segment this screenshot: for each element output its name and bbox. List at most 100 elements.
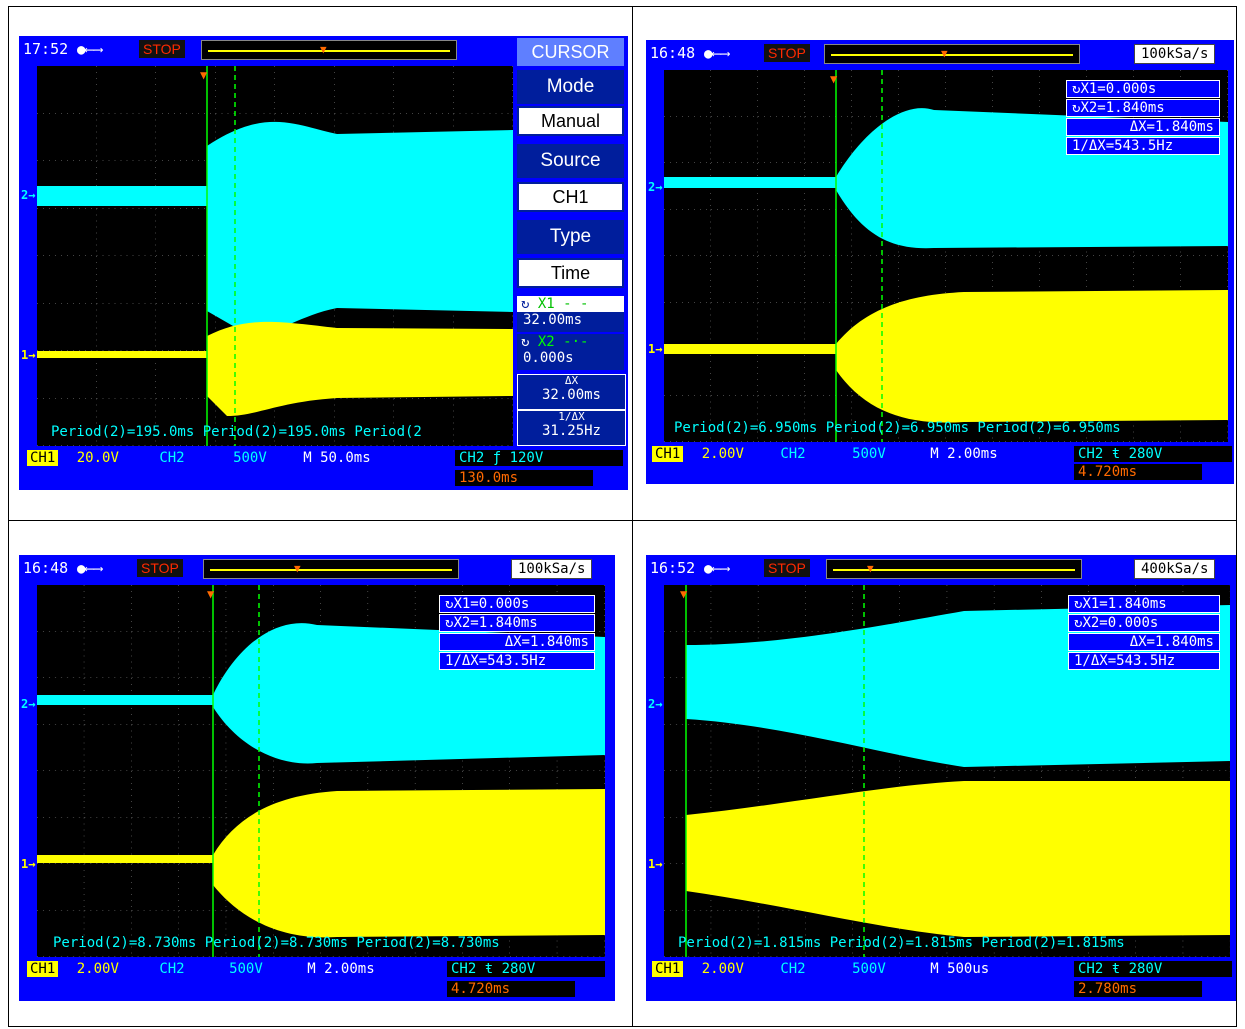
ch1-scale: 2.00V <box>76 961 119 977</box>
cursor-readout-x2: ↻X2=1.840ms <box>439 614 595 632</box>
cursor-loop-icon: ↻ <box>1074 615 1083 631</box>
source-select[interactable]: CH1 <box>517 182 624 212</box>
trigger-marker-icon: ▼ <box>867 562 874 575</box>
trigger-position-bar: ▼ <box>826 559 1082 579</box>
trigger-marker-icon: ▼ <box>294 562 301 575</box>
waveform-display: ▼ Period(2)=195.0ms Period(2)=195.0ms Pe… <box>37 66 513 446</box>
clock-time: 16:48 <box>650 44 696 62</box>
ch2-label: CH2 <box>780 446 806 462</box>
channel-marker-icon: 1→ <box>21 857 36 871</box>
cursor-loop-icon: ↻ <box>521 334 538 350</box>
cursor-x1-control[interactable]: ↻ X1 - - 32.00ms <box>517 296 624 332</box>
cursor-readout-dx: ΔX=1.840ms <box>1066 118 1220 136</box>
delta-x-readout: ΔX 32.00ms <box>517 374 626 410</box>
oscilloscope-screenshot-1: 17:52 ●⟵⟶ STOP ▼ ▼ Period(2)=195.0ms Per… <box>19 36 628 490</box>
cursor-readout-inverse: 1/ΔX=543.5Hz <box>1068 652 1220 670</box>
trigger-position-marker: ▼ <box>830 72 838 86</box>
ch1-trace <box>686 781 1230 937</box>
timebase: M 500us <box>930 961 990 977</box>
cursor-loop-icon: ↻ <box>445 596 454 612</box>
cursor-menu: CURSOR Mode Manual Source CH1 Type Time … <box>515 36 628 446</box>
oscilloscope-screenshot-2: 16:48 ●⟵⟶ STOP ▼ 100kSa/s ▼ Period(2)=6.… <box>646 40 1234 484</box>
channel-marker-icon: 1→ <box>648 857 663 871</box>
trigger-offset: 4.720ms <box>1074 464 1202 480</box>
ch1-label: CH1 <box>652 446 684 462</box>
trigger-position-marker: ▼ <box>200 68 208 82</box>
channel-marker-icon: 2→ <box>21 697 36 711</box>
trigger-position-bar: ▼ <box>203 559 459 579</box>
ch2-scale: 500V <box>233 450 267 466</box>
ch1-label: CH1 <box>652 961 684 977</box>
sample-rate: 100kSa/s <box>1134 44 1216 64</box>
cursor-readout-x2: ↻X2=0.000s <box>1068 614 1220 632</box>
trigger-position-bar: ▼ <box>201 40 457 60</box>
run-status: STOP <box>764 44 810 62</box>
type-label: Type <box>517 220 624 254</box>
cursor-x2-control[interactable]: ↻ X2 -·- 0.000s <box>517 334 624 370</box>
ch2-label: CH2 <box>159 450 185 466</box>
cursor-readout-x2: ↻X2=1.840ms <box>1066 99 1220 117</box>
ch1-scale: 20.0V <box>76 450 119 466</box>
timebase: M 2.00ms <box>930 446 998 462</box>
type-select[interactable]: Time <box>517 258 624 288</box>
cursor-x2-value: 0.000s <box>523 350 574 366</box>
run-status: STOP <box>764 559 810 577</box>
source-label: Source <box>517 144 624 178</box>
channel-marker-icon: 2→ <box>21 188 36 202</box>
table-border <box>8 6 1237 1027</box>
table-divider-vertical <box>632 6 633 1027</box>
trigger-setting: CH2 ŧ 280V <box>1074 446 1232 462</box>
cursor-loop-icon: ↻ <box>1072 100 1081 116</box>
timebase: M 50.0ms <box>303 450 371 466</box>
timebase: M 2.00ms <box>307 961 375 977</box>
delta-x-value: 32.00ms <box>541 387 601 403</box>
ch2-trace <box>37 121 513 335</box>
inverse-delta-x-value: 31.25Hz <box>541 423 601 439</box>
usb-icon: ●⟵⟶ <box>77 561 103 577</box>
trigger-position-marker: ▼ <box>680 587 688 601</box>
trigger-offset: 2.780ms <box>1074 981 1202 997</box>
cursor-x1-label: X1 - - <box>537 296 589 312</box>
usb-icon: ●⟵⟶ <box>704 561 730 577</box>
cursor-readout-x1: ↻X1=1.840ms <box>1068 595 1220 613</box>
trigger-marker-icon: ▼ <box>320 43 327 56</box>
usb-icon: ●⟵⟶ <box>77 42 103 58</box>
status-bar: CH1 20.0V CH2 500V M 50.0ms <box>27 450 371 466</box>
usb-icon: ●⟵⟶ <box>704 46 730 62</box>
waveform-graph <box>37 66 513 446</box>
ch1-label: CH1 <box>27 961 59 977</box>
cursor-loop-icon: ↻ <box>1074 596 1083 612</box>
trigger-position-bar: ▼ <box>824 44 1080 64</box>
channel-marker-icon: 2→ <box>648 180 663 194</box>
cursor-readout-dx: ΔX=1.840ms <box>1068 633 1220 651</box>
clock-time: 17:52 <box>23 40 69 58</box>
channel-marker-icon: 2→ <box>648 697 663 711</box>
mode-select[interactable]: Manual <box>517 106 624 136</box>
run-status: STOP <box>139 40 185 58</box>
period-readout: Period(2)=6.950ms Period(2)=6.950ms Peri… <box>674 420 1121 436</box>
oscilloscope-screenshot-4: 16:52 ●⟵⟶ STOP ▼ 400kSa/s ▼ Period(2)=1.… <box>646 555 1236 1001</box>
cursor-readout-x1: ↻X1=0.000s <box>1066 80 1220 98</box>
ch1-scale: 2.00V <box>701 446 744 462</box>
trigger-setting: CH2 ŧ 280V <box>447 961 605 977</box>
status-bar: CH1 2.00V CH2 500V M 2.00ms <box>27 961 375 977</box>
menu-title: CURSOR <box>517 38 624 66</box>
cursor-x2-label: X2 -·- <box>537 334 589 350</box>
inverse-delta-x-label: 1/ΔX <box>558 410 585 423</box>
cursor-loop-icon: ↻ <box>1072 81 1081 97</box>
trigger-setting: CH2 ŧ 280V <box>1074 961 1232 977</box>
period-readout: Period(2)=1.815ms Period(2)=1.815ms Peri… <box>678 935 1125 951</box>
status-bar: CH1 2.00V CH2 500V M 500us <box>652 961 989 977</box>
cursor-loop-icon: ↻ <box>521 296 538 312</box>
cursor-readout-dx: ΔX=1.840ms <box>439 633 595 651</box>
inverse-delta-x-readout: 1/ΔX 31.25Hz <box>517 410 626 446</box>
table-divider-horizontal <box>8 520 1237 521</box>
oscilloscope-screenshot-3: 16:48 ●⟵⟶ STOP ▼ 100kSa/s ▼ Period(2)=8.… <box>19 555 615 1001</box>
status-bar: CH1 2.00V CH2 500V M 2.00ms <box>652 446 998 462</box>
channel-marker-icon: 1→ <box>648 342 663 356</box>
cursor-readout-inverse: 1/ΔX=543.5Hz <box>1066 137 1220 155</box>
trigger-offset: 130.0ms <box>455 470 593 486</box>
mode-label: Mode <box>517 70 624 104</box>
period-readout: Period(2)=8.730ms Period(2)=8.730ms Peri… <box>53 935 500 951</box>
ch1-trace <box>37 321 513 416</box>
